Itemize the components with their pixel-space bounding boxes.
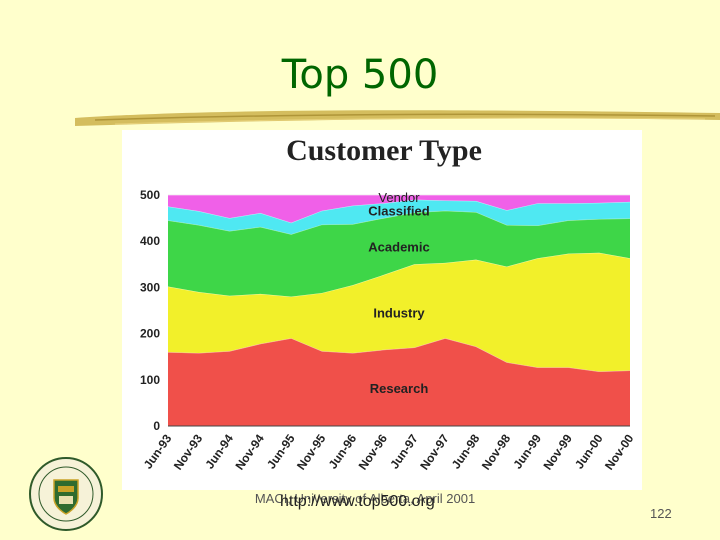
area-classified: [168, 199, 630, 235]
area-layer: [167, 194, 631, 426]
x-tick-label: Nov-97: [417, 431, 452, 472]
footer-url[interactable]: http://www.top500.org: [280, 493, 435, 510]
y-tick-label: 0: [153, 419, 160, 433]
series-label-classified: Classified: [368, 204, 429, 219]
title-brush-rule: [75, 110, 720, 126]
y-tick-label: 200: [140, 327, 160, 341]
x-tick-label: Jun-99: [510, 431, 544, 471]
y-tick-label: 400: [140, 234, 160, 248]
x-tick-label: Jun-93: [141, 431, 175, 471]
x-tick-label: Nov-98: [479, 431, 514, 472]
chart-panel: Customer Type Research Industry Academic Cl…: [122, 130, 642, 490]
x-tick-label: Jun-96: [326, 431, 360, 471]
slide-title: Top 500: [281, 52, 439, 98]
series-label-vendor: Vendor: [378, 190, 420, 205]
y-tick-label: 300: [140, 280, 160, 294]
area-vendor: [168, 195, 630, 223]
x-tick-label: Nov-93: [171, 431, 206, 472]
x-tick-label: Nov-95: [294, 431, 329, 472]
university-crest-logo: [29, 457, 103, 531]
series-label-research: Research: [370, 381, 429, 396]
x-tick-label: Jun-98: [449, 431, 483, 471]
area-industry: [168, 252, 630, 372]
x-tick-label: Nov-00: [602, 431, 637, 472]
x-tick-label: Jun-94: [202, 431, 236, 471]
boundary-academic: [167, 210, 631, 235]
y-tick-label: 500: [140, 188, 160, 202]
x-tick-label: Jun-95: [264, 431, 298, 471]
footer-source: MACI, University of Alberta, April 2001: [254, 491, 476, 506]
area-academic: [168, 210, 630, 297]
chart-title: Customer Type: [286, 134, 482, 167]
series-label-industry: Industry: [373, 305, 425, 320]
x-tick-label: Nov-99: [540, 431, 575, 472]
x-tick-label: Jun-00: [572, 431, 606, 471]
page-number: 122: [650, 506, 672, 521]
x-tick-label: Nov-94: [232, 431, 267, 472]
x-tick-label: Nov-96: [356, 431, 391, 472]
x-tick-label: Jun-97: [387, 431, 421, 471]
customer-type-chart: Customer Type Research Industry Academic Cl…: [140, 134, 637, 472]
y-tick-label: 100: [140, 373, 160, 387]
area-research: [168, 338, 630, 426]
series-label-academic: Academic: [368, 240, 429, 255]
